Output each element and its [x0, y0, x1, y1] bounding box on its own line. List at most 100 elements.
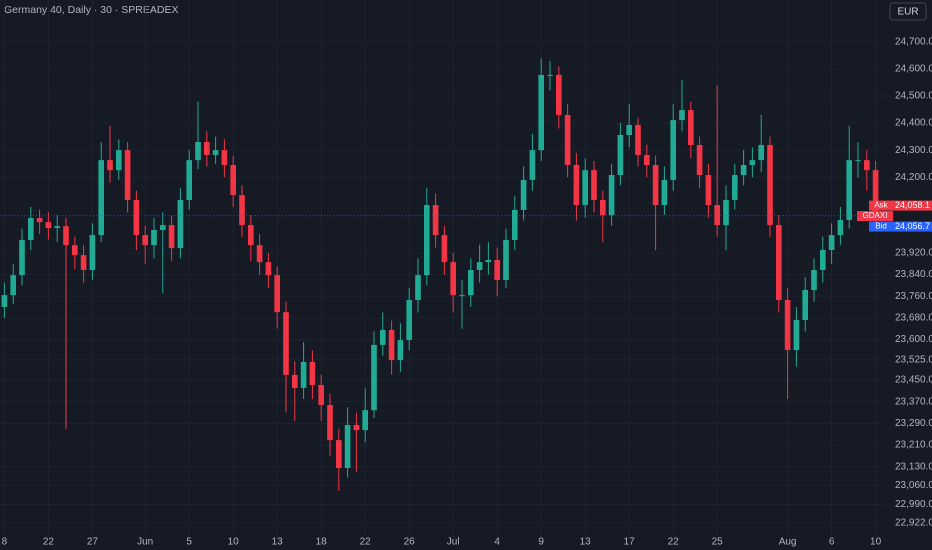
candle-body [371, 344, 377, 411]
y-tick-label: 23,525.0 [895, 354, 932, 365]
candle-body [555, 74, 562, 115]
candle-body [652, 165, 659, 206]
candle-body [819, 249, 826, 270]
candle-body [441, 235, 448, 263]
candle-body [679, 110, 685, 121]
x-tick-label: 25 [712, 537, 724, 548]
candle-body [635, 124, 641, 156]
candle-body [80, 255, 87, 270]
candle-body [159, 225, 166, 230]
candle-body [300, 361, 307, 388]
candle-body [872, 170, 879, 216]
x-tick-label: Aug [779, 537, 797, 548]
x-tick-label: Jul [447, 537, 460, 548]
candle-body [705, 175, 712, 206]
candle-body [397, 340, 404, 361]
x-tick-label: 4 [494, 537, 500, 548]
candle-body [195, 142, 201, 161]
x-tick-label: 17 [624, 537, 636, 548]
candle-body [626, 124, 633, 135]
candle-body [723, 199, 729, 226]
currency-button[interactable] [889, 2, 927, 21]
candle-body [406, 300, 413, 341]
y-tick-label: 23,450.0 [895, 375, 932, 386]
candle-body [476, 262, 483, 270]
candle-body [318, 384, 325, 405]
candle-body [327, 404, 333, 441]
candle-body [749, 160, 756, 166]
candle-body [511, 209, 518, 240]
price-tag-name: Ask [874, 201, 888, 210]
candle-body [203, 142, 210, 156]
candle-body [582, 170, 589, 206]
y-tick-label: 23,920.0 [895, 248, 932, 259]
candle-body [71, 245, 78, 256]
candle-body [503, 239, 509, 280]
candle-body [45, 222, 52, 229]
x-tick-label: 13 [272, 537, 284, 548]
y-tick-label: 24,600.0 [895, 64, 932, 75]
candle-body [591, 170, 597, 200]
candle-body [573, 165, 580, 206]
candle-body [151, 229, 157, 246]
candle-body [767, 145, 773, 226]
currency-label[interactable]: EUR [897, 7, 918, 18]
price-tag-name-bg [857, 211, 893, 222]
x-tick-label: 6 [829, 537, 835, 548]
price-tag-name-bg [869, 221, 893, 232]
x-tick-label: 8 [2, 537, 8, 548]
y-tick-label: 23,130.0 [895, 461, 932, 472]
candle-body [696, 145, 703, 176]
candle-body [124, 150, 131, 200]
y-tick-label: 23,290.0 [895, 418, 932, 429]
candle-body [775, 225, 782, 301]
candle-body [247, 225, 254, 246]
candle-body [379, 330, 386, 345]
candle-body [538, 74, 545, 151]
candle-body [98, 160, 105, 236]
candle-body [221, 150, 228, 166]
y-tick-label: 22,990.0 [895, 499, 932, 510]
y-tick-label: 23,760.0 [895, 291, 932, 302]
candle-body [423, 205, 430, 276]
price-tag-value-bg [893, 200, 932, 211]
x-tick-label: 22 [668, 537, 680, 548]
x-tick-label: 9 [538, 537, 544, 548]
candle-body [63, 226, 69, 246]
candle-body [837, 219, 844, 236]
candle-body [27, 218, 34, 240]
candle-body [450, 262, 457, 296]
y-tick-label: 23,680.0 [895, 313, 932, 324]
candle-body [432, 205, 439, 236]
price-tag-value: 24,056.7 [895, 221, 930, 231]
candle-body [670, 120, 677, 180]
candle-body [115, 150, 122, 171]
candle-body [494, 259, 501, 280]
candle-body [19, 239, 25, 276]
candle-body [335, 440, 342, 469]
candle-body [107, 160, 113, 171]
candle-body [529, 150, 536, 180]
candle-body [547, 74, 553, 76]
candle-body [256, 245, 263, 263]
candle-body [784, 300, 791, 351]
candle-body [758, 145, 765, 161]
candle-body [168, 225, 175, 249]
y-tick-label: 24,200.0 [895, 172, 932, 183]
candle-body [344, 425, 351, 469]
x-tick-label: 22 [43, 537, 55, 548]
candle-body [828, 235, 835, 250]
candle-body [133, 199, 140, 236]
chart-title: Germany 40, Daily · 30 · SPREADEX [4, 4, 178, 16]
candle-body [846, 160, 853, 220]
candle-body [811, 269, 817, 291]
candle-body [459, 295, 465, 297]
candle-body [239, 195, 245, 226]
x-tick-label: Jun [137, 537, 153, 548]
candle-body [291, 374, 298, 388]
x-tick-label: 18 [316, 537, 328, 548]
candle-body [467, 269, 474, 296]
candle-body [520, 179, 527, 210]
candle-body [863, 160, 870, 171]
